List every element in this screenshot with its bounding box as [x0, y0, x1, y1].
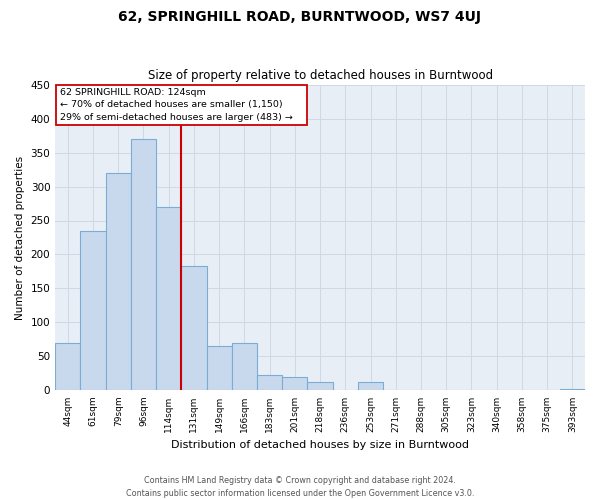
Bar [106, 173, 131, 390]
Text: 62, SPRINGHILL ROAD, BURNTWOOD, WS7 4UJ: 62, SPRINGHILL ROAD, BURNTWOOD, WS7 4UJ [119, 10, 482, 24]
Bar [358, 382, 383, 390]
Bar [181, 266, 206, 390]
Bar [156, 207, 181, 390]
X-axis label: Distribution of detached houses by size in Burntwood: Distribution of detached houses by size … [171, 440, 469, 450]
Bar [232, 343, 257, 390]
Text: 62 SPRINGHILL ROAD: 124sqm
← 70% of detached houses are smaller (1,150)
29% of s: 62 SPRINGHILL ROAD: 124sqm ← 70% of deta… [60, 88, 293, 122]
Bar [282, 377, 307, 390]
Bar [80, 230, 106, 390]
Bar [560, 389, 585, 390]
Title: Size of property relative to detached houses in Burntwood: Size of property relative to detached ho… [148, 69, 493, 82]
Bar [307, 382, 332, 390]
Bar [206, 346, 232, 391]
Bar [55, 343, 80, 390]
Y-axis label: Number of detached properties: Number of detached properties [15, 156, 25, 320]
Bar [131, 139, 156, 390]
Bar [257, 375, 282, 390]
Text: Contains HM Land Registry data © Crown copyright and database right 2024.
Contai: Contains HM Land Registry data © Crown c… [126, 476, 474, 498]
FancyBboxPatch shape [56, 84, 307, 126]
